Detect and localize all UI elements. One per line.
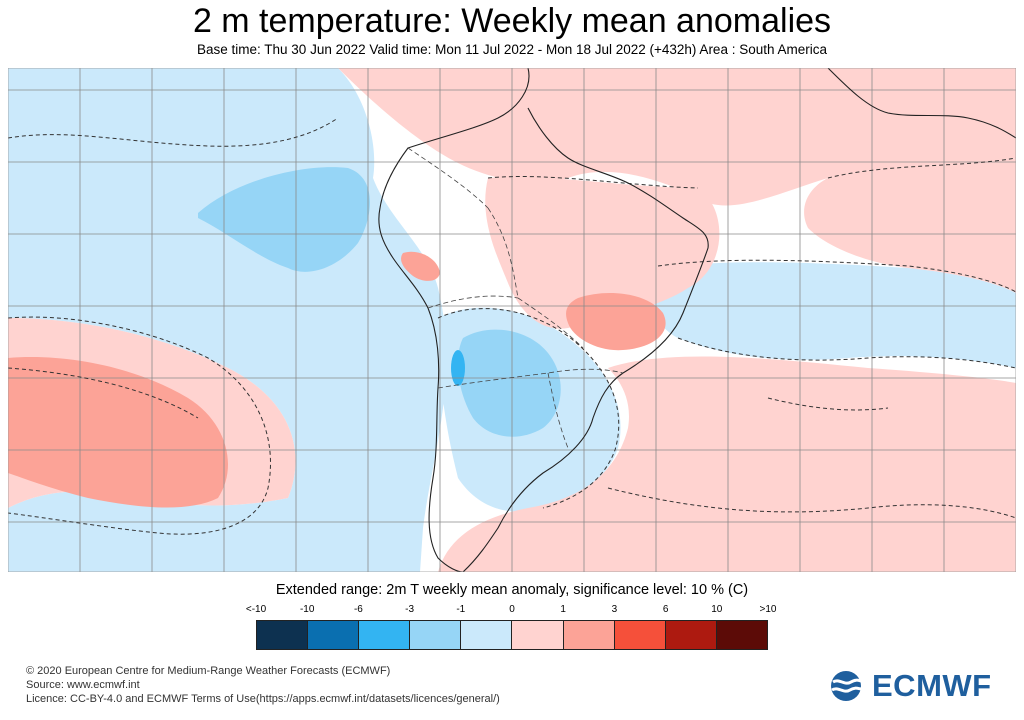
legend-label: -6	[353, 604, 363, 615]
legend-swatch	[308, 621, 360, 649]
logo-text: ECMWF	[872, 668, 992, 703]
legend-swatch	[614, 621, 666, 649]
footer-credits: © 2020 European Centre for Medium-Range …	[26, 664, 500, 706]
graticule	[8, 68, 1016, 572]
copyright-text: © 2020 European Centre for Medium-Range …	[26, 665, 391, 677]
coastlines	[378, 68, 1016, 572]
anomaly-map	[8, 68, 1016, 572]
source-text: Source: www.ecmwf.int	[26, 679, 140, 691]
region-positive-paraguay-strong	[566, 293, 666, 351]
legend-label: 3	[611, 604, 618, 615]
legend-label: -3	[405, 604, 415, 615]
legend-label: -10	[299, 604, 315, 615]
legend-colorbar	[256, 620, 768, 650]
legend-label: 1	[560, 604, 566, 615]
region-positive-north	[338, 68, 1016, 206]
ecmwf-emblem-icon	[831, 671, 865, 701]
legend-label: <-10	[245, 604, 267, 615]
legend-swatch	[410, 621, 462, 649]
region-negative-small	[451, 350, 465, 386]
legend-swatch	[665, 621, 717, 649]
legend-swatch	[461, 621, 513, 649]
region-positive-peru	[401, 251, 440, 281]
country-borders	[407, 147, 624, 449]
legend-swatch	[512, 621, 564, 649]
region-positive-brazil	[485, 176, 720, 329]
ecmwf-logo: ECMWF	[828, 668, 1008, 704]
region-negative-argentina-strong	[457, 329, 561, 437]
legend-labels: <-10 -10 -6 -3 -1 0 1 3 6 10 >10	[246, 604, 777, 618]
region-positive-south-atlantic	[438, 356, 1016, 572]
region-positive-pacific-strong	[8, 357, 228, 508]
region-negative-pacific-strong	[198, 167, 370, 272]
significance-contours	[8, 117, 1016, 535]
legend-label: >10	[759, 604, 777, 615]
region-positive-east-atlantic	[804, 158, 1016, 293]
region-negative-atlantic	[649, 262, 1016, 368]
licence-text: Licence: CC-BY-4.0 and ECMWF Terms of Us…	[26, 693, 500, 705]
legend-label: 10	[711, 604, 723, 615]
map-subtitle: Base time: Thu 30 Jun 2022 Valid time: M…	[197, 42, 827, 57]
legend-label: 0	[509, 604, 515, 615]
legend-swatch	[563, 621, 615, 649]
legend-title: Extended range: 2m T weekly mean anomaly…	[275, 582, 749, 598]
map-title: 2 m temperature: Weekly mean anomalies	[192, 2, 832, 40]
legend-label: -1	[456, 604, 466, 615]
legend-label: 6	[662, 604, 669, 615]
legend-swatch	[257, 621, 309, 649]
legend-swatch	[716, 621, 767, 649]
legend-swatch	[359, 621, 411, 649]
